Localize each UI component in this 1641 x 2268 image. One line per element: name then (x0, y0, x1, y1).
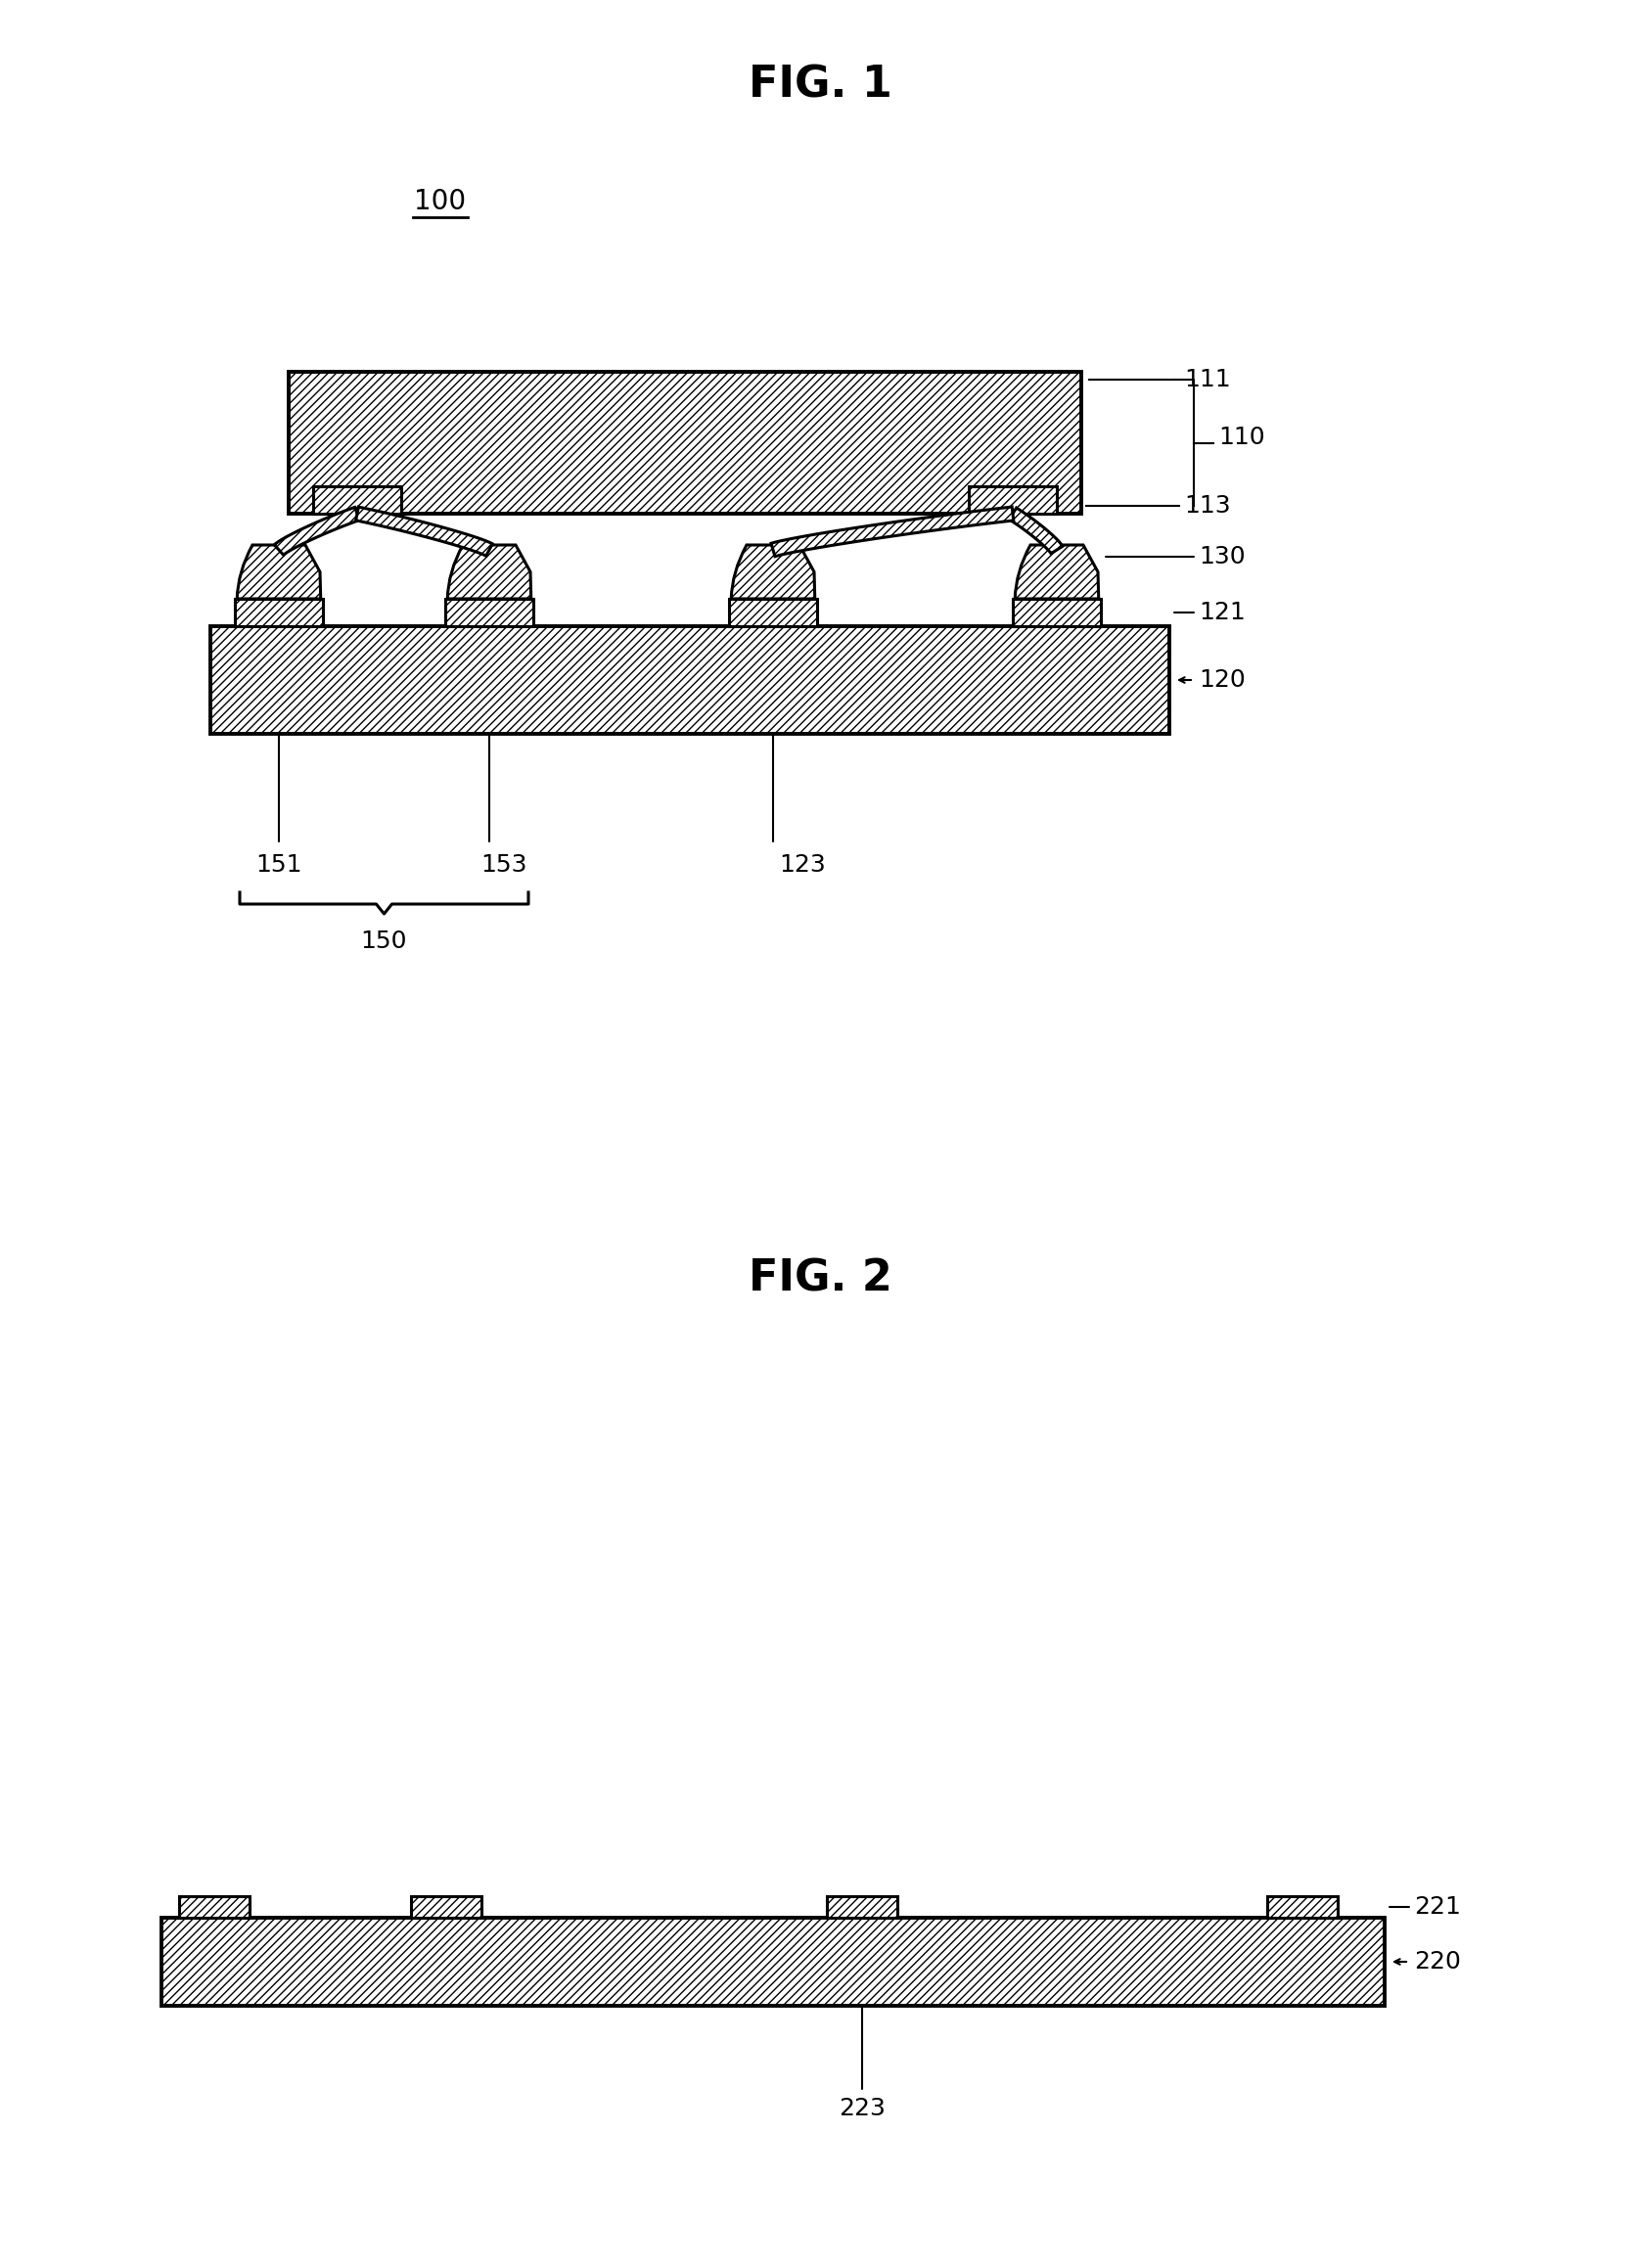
Bar (161, 1919, 1385, 2005)
Bar (289, 372, 1081, 513)
Bar (1267, 1896, 1337, 1919)
Polygon shape (274, 508, 359, 556)
Text: 221: 221 (1415, 1896, 1460, 1919)
Polygon shape (1009, 508, 1063, 553)
Bar (1012, 599, 1101, 626)
Text: 120: 120 (1198, 669, 1246, 692)
Text: 100: 100 (414, 188, 466, 215)
Text: FIG. 1: FIG. 1 (748, 64, 891, 107)
Bar (179, 1896, 249, 1919)
PathPatch shape (1016, 544, 1098, 599)
Bar (827, 1896, 898, 1919)
Bar (313, 485, 400, 513)
Text: 113: 113 (1185, 494, 1231, 517)
Polygon shape (771, 506, 1014, 556)
Text: 151: 151 (256, 853, 302, 878)
Text: FIG. 2: FIG. 2 (748, 1256, 891, 1300)
Bar (235, 599, 323, 626)
Text: 130: 130 (1198, 544, 1246, 567)
Text: 153: 153 (481, 853, 527, 878)
PathPatch shape (236, 544, 320, 599)
Text: 150: 150 (361, 930, 407, 953)
Text: 110: 110 (1218, 426, 1265, 449)
Text: 121: 121 (1198, 601, 1246, 624)
PathPatch shape (732, 544, 816, 599)
Text: 123: 123 (779, 853, 825, 878)
Bar (210, 626, 1170, 735)
Bar (968, 485, 1057, 513)
Text: 223: 223 (839, 2098, 886, 2121)
Text: 220: 220 (1415, 1950, 1460, 1973)
PathPatch shape (448, 544, 532, 599)
Polygon shape (356, 508, 492, 556)
Bar (729, 599, 817, 626)
Text: 111: 111 (1185, 367, 1231, 392)
Bar (445, 599, 533, 626)
Bar (410, 1896, 481, 1919)
